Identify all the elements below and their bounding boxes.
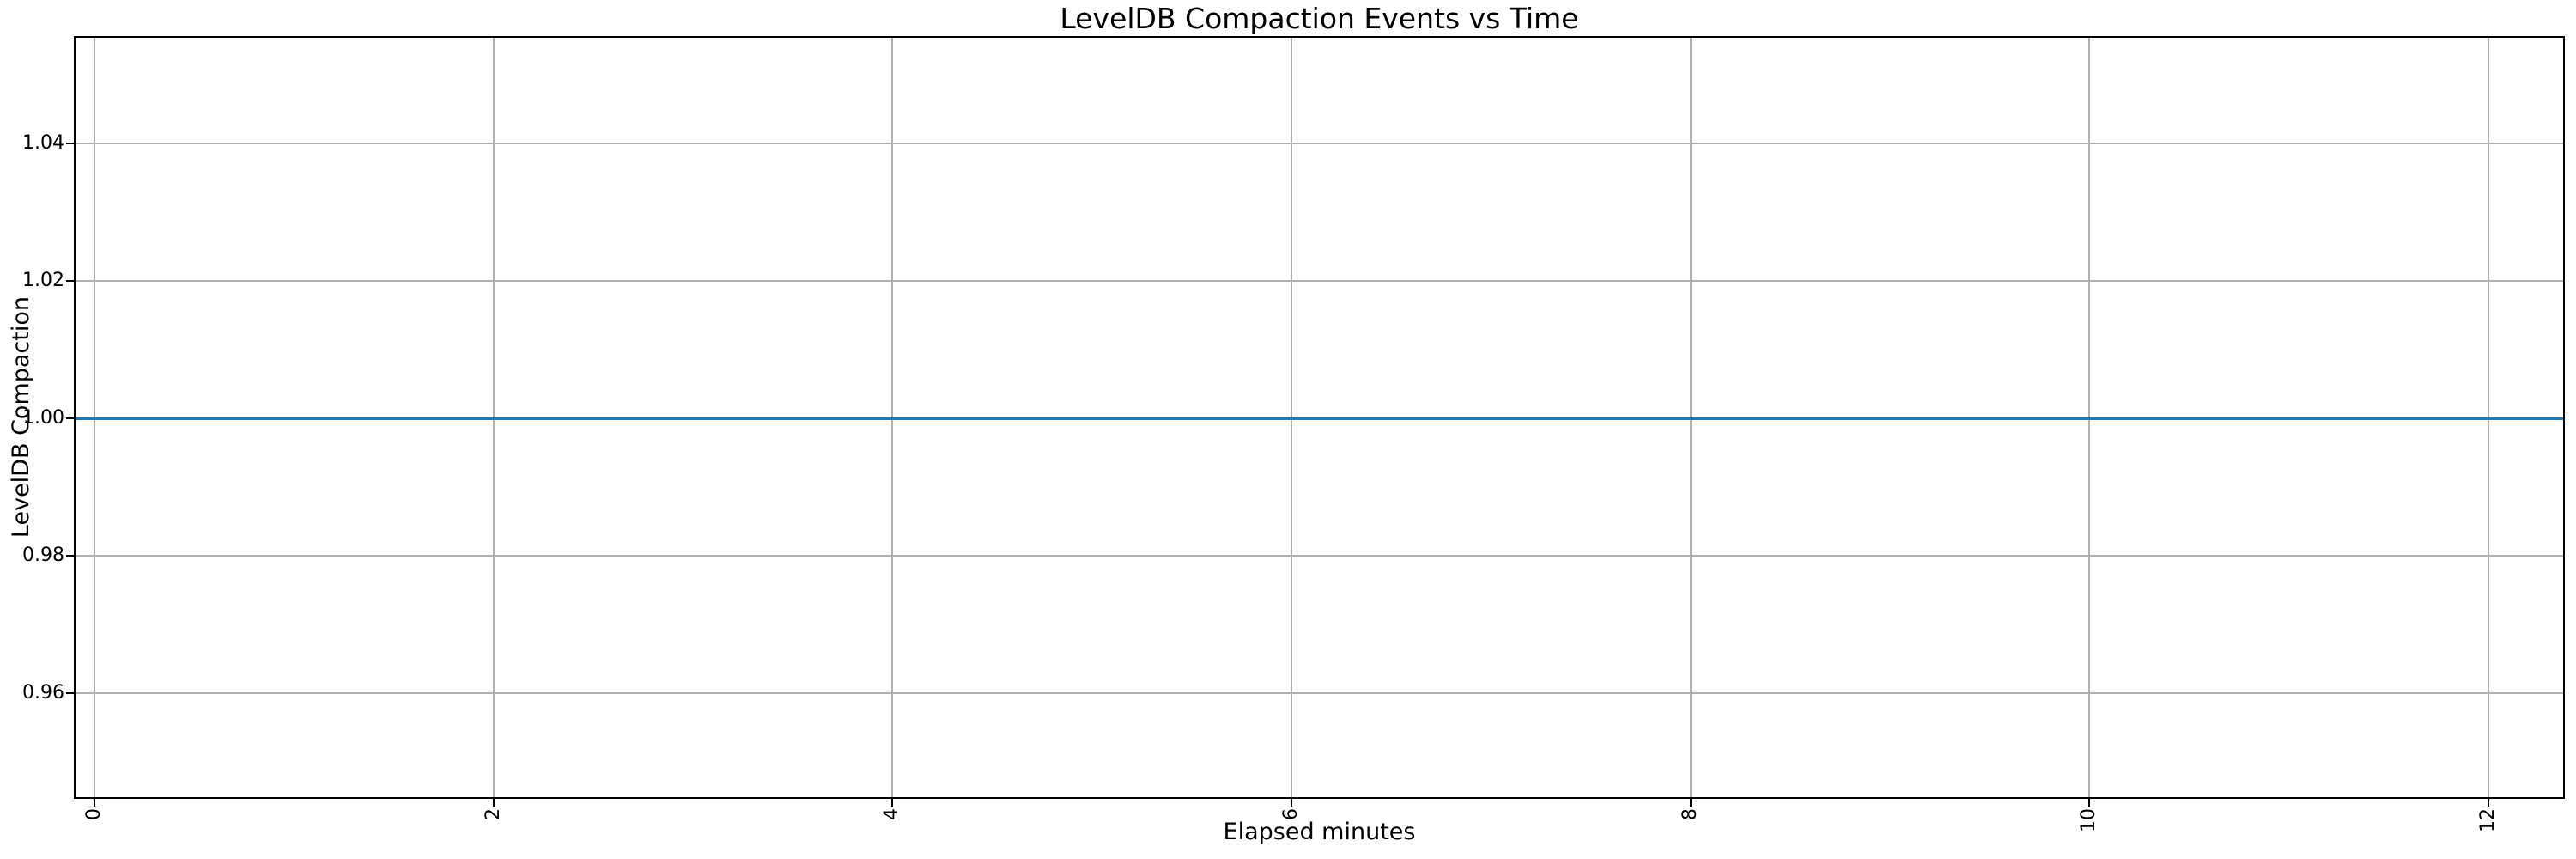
y-tick-label: 1.00 xyxy=(22,407,64,430)
x-tick-mark xyxy=(2088,799,2091,807)
y-tick-mark xyxy=(66,417,74,420)
x-tick-mark xyxy=(891,799,894,807)
x-tick-mark xyxy=(2487,799,2489,807)
y-tick-mark xyxy=(66,692,74,695)
gridline-horizontal xyxy=(76,692,2563,695)
x-tick-mark xyxy=(492,799,495,807)
gridline-horizontal xyxy=(76,555,2563,557)
x-tick-mark xyxy=(1689,799,1692,807)
y-tick-mark xyxy=(66,555,74,557)
y-tick-label: 0.96 xyxy=(22,682,64,704)
y-tick-label: 1.04 xyxy=(22,132,64,155)
plot-area xyxy=(76,38,2563,797)
x-axis-label: Elapsed minutes xyxy=(1223,819,1416,845)
series-line xyxy=(76,417,2563,420)
gridline-horizontal xyxy=(76,280,2563,283)
y-tick-mark xyxy=(66,143,74,145)
x-tick-mark xyxy=(1290,799,1292,807)
gridline-horizontal xyxy=(76,143,2563,145)
y-tick-label: 0.98 xyxy=(22,545,64,567)
x-tick-mark xyxy=(94,799,96,807)
y-tick-mark xyxy=(66,280,74,283)
y-tick-label: 1.02 xyxy=(22,270,64,292)
chart-title: LevelDB Compaction Events vs Time xyxy=(1060,2,1579,35)
